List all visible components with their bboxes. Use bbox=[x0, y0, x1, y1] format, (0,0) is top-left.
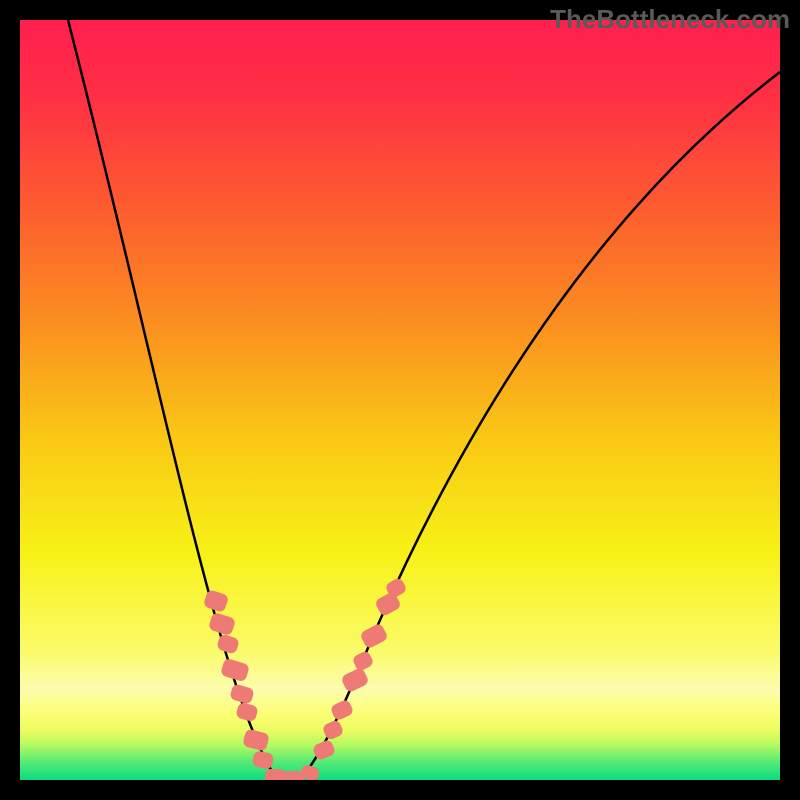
gradient-background bbox=[20, 20, 780, 780]
chart-svg bbox=[0, 0, 800, 800]
watermark-text: TheBottleneck.com bbox=[550, 4, 790, 35]
chart-frame: TheBottleneck.com bbox=[0, 0, 800, 800]
